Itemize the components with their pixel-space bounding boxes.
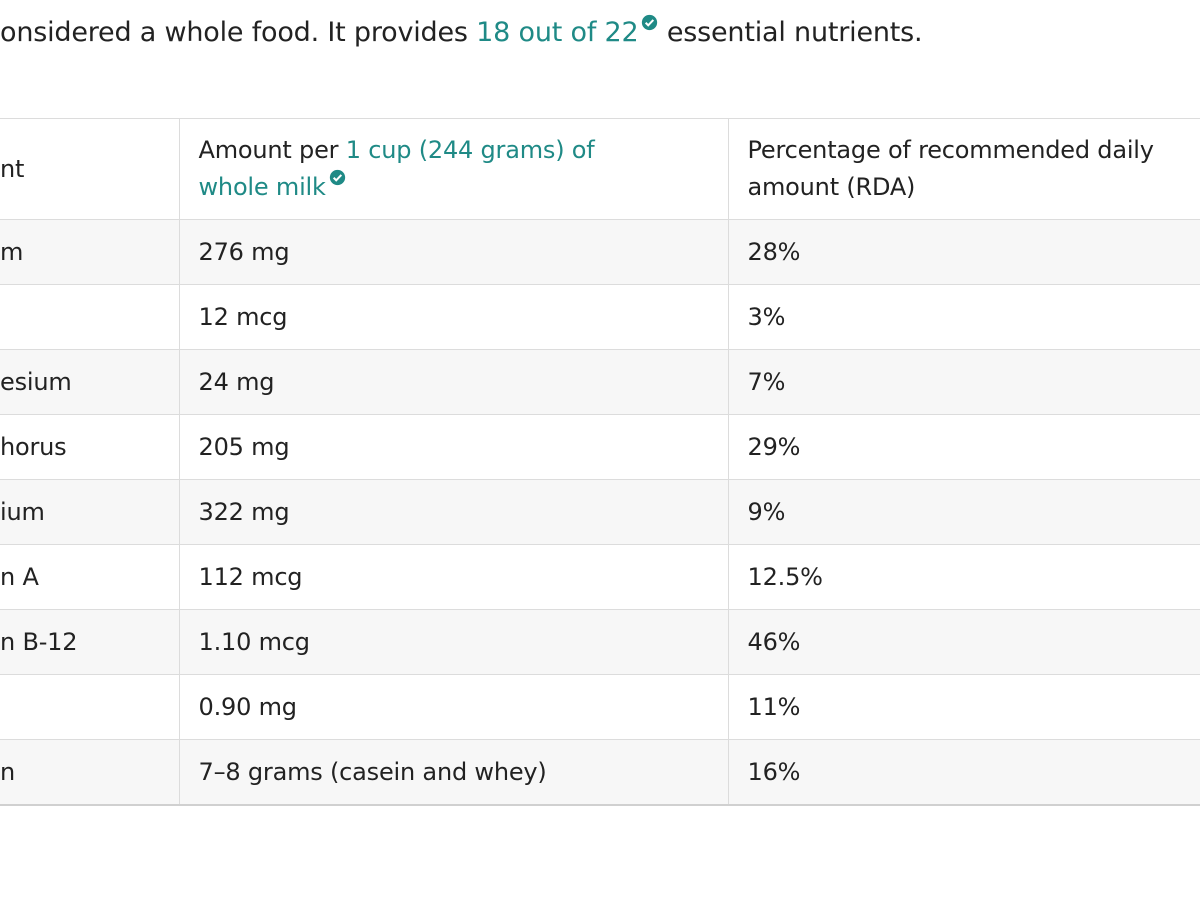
nutrient-table: nt Amount per 1 cup (244 grams) of whole… — [0, 118, 1200, 806]
table-cell: 322 mg — [178, 479, 729, 545]
table-row: n B-12 1.10 mcg 46% — [0, 609, 1200, 675]
table-row: n 7–8 grams (casein and whey) 16% — [0, 739, 1200, 806]
table-cell: 9% — [727, 479, 1200, 545]
table-row: 12 mcg 3% — [0, 284, 1200, 350]
table-cell — [0, 284, 180, 350]
table-cell: 7–8 grams (casein and whey) — [178, 739, 729, 806]
table-cell: 29% — [727, 414, 1200, 480]
table-row: ium 322 mg 9% — [0, 479, 1200, 545]
table-cell: m — [0, 219, 180, 285]
verified-badge — [329, 169, 345, 186]
header-cell: Percentage of recommended daily amount (… — [727, 118, 1200, 220]
table-cell: 24 mg — [178, 349, 729, 415]
table-wrapper: nt Amount per 1 cup (244 grams) of whole… — [0, 118, 1200, 806]
header-link[interactable]: 1 cup (244 grams) of whole milk — [198, 136, 595, 201]
table-cell: horus — [0, 414, 180, 480]
header-text: Amount per — [198, 136, 346, 164]
table-cell: esium — [0, 349, 180, 415]
intro-link[interactable]: 18 out of 22 — [476, 17, 639, 48]
table-cell: 205 mg — [178, 414, 729, 480]
table-cell: n — [0, 739, 180, 806]
table-cell: 12.5% — [727, 544, 1200, 610]
table-cell: 28% — [727, 219, 1200, 285]
intro-after: essential nutrients. — [658, 17, 923, 48]
table-cell: 12 mcg — [178, 284, 729, 350]
table-row: 0.90 mg 11% — [0, 674, 1200, 740]
table-cell: 0.90 mg — [178, 674, 729, 740]
table-cell: 276 mg — [178, 219, 729, 285]
table-row: n A 112 mcg 12.5% — [0, 544, 1200, 610]
verified-badge — [642, 14, 658, 31]
intro-before: onsidered a whole food. It provides — [0, 17, 477, 48]
table-cell: 3% — [727, 284, 1200, 350]
table-row: esium 24 mg 7% — [0, 349, 1200, 415]
table-cell: 16% — [727, 739, 1200, 806]
table-cell — [0, 674, 180, 740]
table-cell: 7% — [727, 349, 1200, 415]
header-row: nt Amount per 1 cup (244 grams) of whole… — [0, 118, 1200, 220]
table-cell: ium — [0, 479, 180, 545]
header-cell: nt — [0, 118, 180, 220]
intro-text: onsidered a whole food. It provides 18 o… — [0, 14, 923, 48]
table-cell: 112 mcg — [178, 544, 729, 610]
table-body: m 276 mg 28% 12 mcg 3% esium 24 mg 7% horus 205 m… — [0, 219, 1200, 806]
table-cell: n B-12 — [0, 609, 180, 675]
table-cell: 46% — [727, 609, 1200, 675]
table-row: horus 205 mg 29% — [0, 414, 1200, 480]
table-cell: 1.10 mcg — [178, 609, 729, 675]
table-row: m 276 mg 28% — [0, 219, 1200, 285]
header-cell: Amount per 1 cup (244 grams) of whole mi… — [178, 118, 729, 220]
table-cell: n A — [0, 544, 180, 610]
table-cell: 11% — [727, 674, 1200, 740]
